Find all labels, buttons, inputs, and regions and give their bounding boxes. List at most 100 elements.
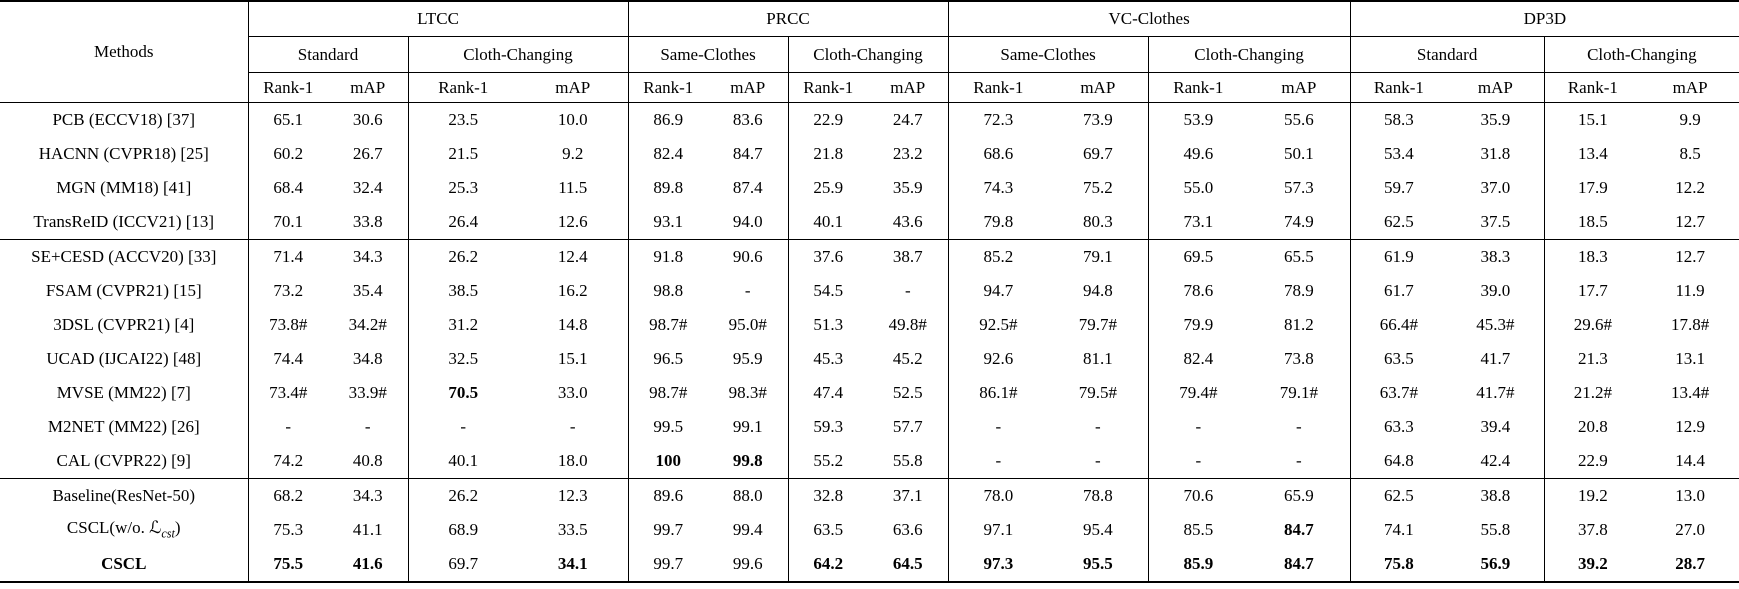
method-cell: SE+CESD (ACCV20) [33] (31, 247, 217, 266)
setting-header-ltcc-standard: Standard (247, 36, 408, 73)
value-cell: 38.7 (892, 247, 923, 266)
value-cell: 94.7 (947, 274, 1049, 308)
value-cell: 18.0 (518, 444, 629, 479)
value-cell: 78.6 (1147, 274, 1249, 308)
value-cell: 72.3 (947, 102, 1049, 137)
value-cell: 26.2 (407, 478, 518, 513)
value-cell: 41.1 (352, 520, 383, 539)
value-cell: - (947, 410, 1049, 444)
value-cell: 97.3 (947, 547, 1049, 582)
value-cell: 29.6# (1543, 308, 1642, 342)
value-cell: 59.7 (1349, 171, 1448, 205)
metric-header-map: mAP (708, 72, 789, 103)
value-cell: 57.7 (892, 417, 923, 436)
value-cell: 37.5 (1447, 205, 1545, 240)
value-cell: 32.5 (407, 342, 518, 376)
value-cell: 85.5 (1147, 513, 1249, 547)
value-cell: 55.2 (787, 444, 869, 479)
value-cell: 73.8# (247, 308, 328, 342)
value-cell: 79.1 (1082, 247, 1113, 266)
value-cell: 73.1 (1147, 205, 1249, 240)
value-cell: 13.0 (1675, 486, 1705, 505)
value-cell: 79.1# (1279, 383, 1318, 402)
value-cell: 95.4 (1082, 520, 1113, 539)
value-cell: 33.8 (328, 205, 408, 240)
value-cell: 42.4 (1447, 444, 1545, 479)
value-cell: 74.9 (1248, 205, 1351, 240)
value-cell: 34.3 (352, 247, 383, 266)
setting-header-prcc-cloth-changing: Cloth-Changing (787, 36, 949, 73)
value-cell: 32.4 (352, 178, 383, 197)
value-cell: 84.7 (1283, 554, 1314, 573)
value-cell: 15.1 (557, 349, 588, 368)
method-cell: CSCL(w/o. ℒcst) (66, 518, 181, 541)
value-cell: 60.2 (247, 137, 328, 171)
group-header-ltcc: LTCC (247, 1, 629, 37)
value-cell: 45.3 (787, 342, 869, 376)
metric-header-map: mAP (1248, 72, 1351, 103)
method-cell: M2NET (MM22) [26] (47, 417, 200, 436)
value-cell: 17.9 (1543, 171, 1642, 205)
value-cell: 74.1 (1349, 513, 1448, 547)
value-cell: - (247, 410, 328, 444)
value-cell: 73.2 (247, 274, 328, 308)
value-cell: 35.4 (352, 281, 383, 300)
metric-header-rank1: Rank-1 (627, 72, 709, 103)
value-cell: 79.7# (1078, 315, 1117, 334)
value-cell: 99.4 (732, 520, 763, 539)
value-cell: 70.6 (1147, 478, 1249, 513)
table-row: PCB (ECCV18) [37] 65.1 30.6 23.5 10.0 86.9 83.… (0, 102, 1739, 137)
value-cell: 35.9 (892, 178, 923, 197)
value-cell: 65.5 (1283, 247, 1314, 266)
value-cell: 63.3 (1349, 410, 1448, 444)
setting-header-dp3d-standard: Standard (1349, 36, 1545, 73)
value-cell: 31.2 (407, 308, 518, 342)
table-row: CSCL(w/o. ℒcst) 75.3 41.1 68.9 33.5 99.7 99.4 6… (0, 513, 1739, 547)
value-cell: 52.5 (892, 383, 923, 402)
value-cell: 70.5 (407, 376, 518, 410)
value-cell: 34.3 (352, 486, 383, 505)
table-row: M2NET (MM22) [26] - - - - 99.5 99.1 59.3 57.7 - - -… (0, 410, 1739, 444)
value-cell: 34.8 (352, 349, 383, 368)
value-cell: 85.9 (1147, 547, 1249, 582)
value-cell: 98.8 (627, 274, 709, 308)
value-cell: 24.7 (892, 110, 923, 129)
value-cell: 39.2 (1543, 547, 1642, 582)
value-cell: 73.4# (247, 376, 328, 410)
value-cell: 34.1 (557, 554, 588, 573)
value-cell: 90.6 (732, 247, 763, 266)
value-cell: 13.4# (1670, 383, 1710, 402)
value-cell: - (1248, 444, 1351, 479)
value-cell: 21.2# (1543, 376, 1642, 410)
method-cell: PCB (ECCV18) [37] (52, 110, 196, 129)
value-cell: 32.8 (787, 478, 869, 513)
value-cell: 47.4 (787, 376, 869, 410)
value-cell: 84.7 (732, 144, 763, 163)
value-cell: 92.5# (947, 308, 1049, 342)
metric-header-rank1: Rank-1 (407, 72, 518, 103)
value-cell: 31.8 (1480, 144, 1511, 163)
value-cell: 17.7 (1543, 274, 1642, 308)
value-cell: 12.6 (518, 205, 629, 240)
value-cell: 54.5 (787, 274, 869, 308)
value-cell: 14.4 (1641, 444, 1739, 479)
value-cell: 75.3 (247, 513, 328, 547)
value-cell: 8.5 (1679, 144, 1701, 163)
value-cell: 63.7# (1349, 376, 1448, 410)
value-cell: 79.9 (1147, 308, 1249, 342)
value-cell: 95.5 (1082, 554, 1113, 573)
value-cell: 85.2 (947, 239, 1049, 274)
value-cell: 53.4 (1349, 137, 1448, 171)
value-cell: - (947, 444, 1049, 479)
value-cell: 97.1 (947, 513, 1049, 547)
value-cell: 66.4# (1349, 308, 1448, 342)
value-cell: 62.5 (1349, 205, 1448, 240)
value-cell: 37.0 (1480, 178, 1511, 197)
value-cell: 26.4 (407, 205, 518, 240)
value-cell: 64.5 (892, 554, 923, 573)
method-cell: 3DSL (CVPR21) [4] (53, 315, 195, 334)
method-cell: UCAD (IJCAI22) [48] (46, 349, 202, 368)
value-cell: 33.9# (348, 383, 387, 402)
value-cell: 43.6 (868, 205, 949, 240)
value-cell: 96.5 (627, 342, 709, 376)
